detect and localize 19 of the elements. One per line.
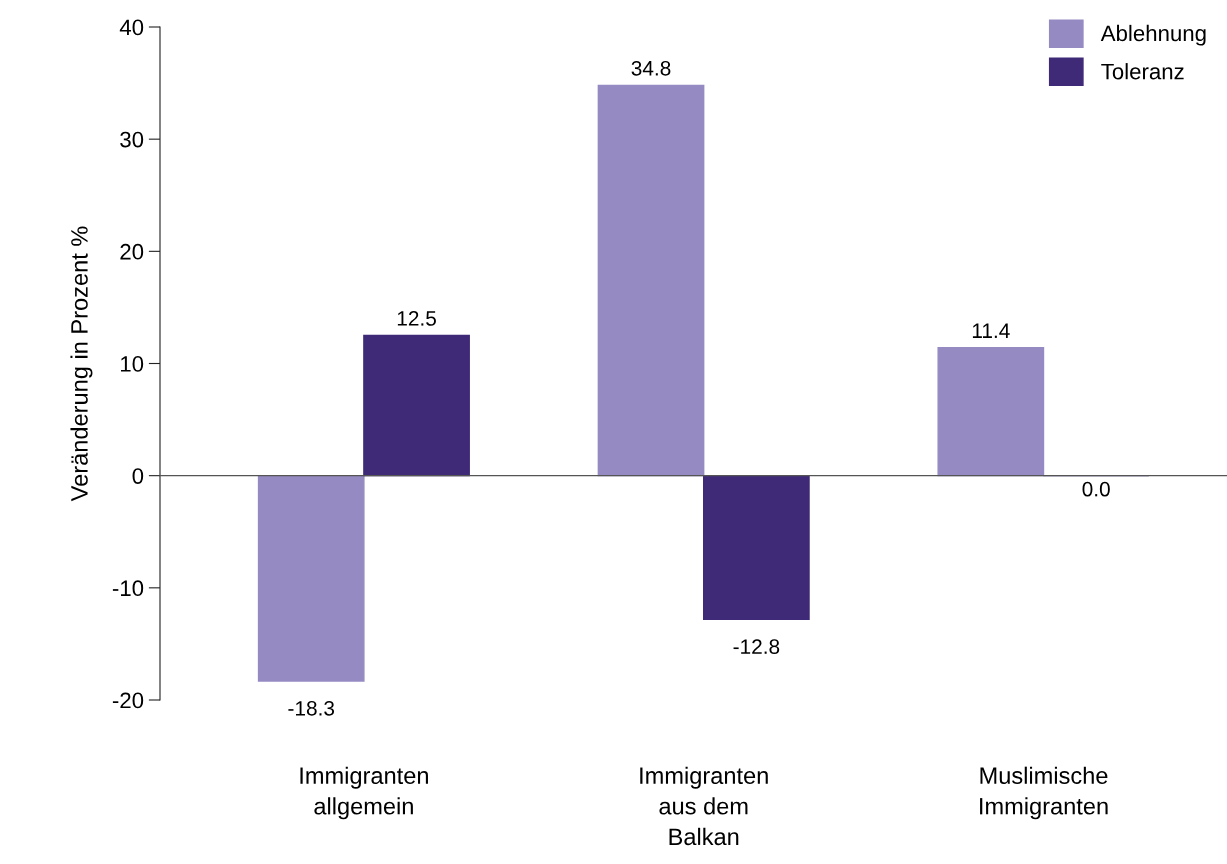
y-tick-label: 20 bbox=[120, 243, 144, 260]
x-tick-label: Immigranten aus dem Balkan bbox=[640, 766, 768, 846]
data-label: 11.4 bbox=[972, 323, 1010, 338]
y-tick-label: 10 bbox=[121, 356, 144, 372]
legend-label: Toleranz bbox=[1101, 63, 1184, 80]
y-axis-title: Veränderung in Prozent % bbox=[70, 226, 93, 502]
data-label: 12.5 bbox=[397, 311, 436, 326]
y-tick-label: -20 bbox=[112, 692, 144, 709]
y-tick-label: 40 bbox=[119, 19, 144, 36]
x-tick-label: Immigranten allgemein bbox=[300, 766, 428, 820]
x-tick-label: Muslimische Immigranten bbox=[980, 766, 1108, 820]
data-label: 34.8 bbox=[631, 60, 671, 76]
data-label: -18.3 bbox=[288, 700, 335, 716]
data-label: 0.0 bbox=[1082, 481, 1110, 497]
y-tick-label: 30 bbox=[120, 131, 144, 148]
legend-label: Ablehnung bbox=[1100, 24, 1206, 46]
y-tick-label: -10 bbox=[112, 580, 144, 597]
y-tick-label: 0 bbox=[132, 468, 144, 484]
data-label: -12.8 bbox=[733, 639, 780, 654]
